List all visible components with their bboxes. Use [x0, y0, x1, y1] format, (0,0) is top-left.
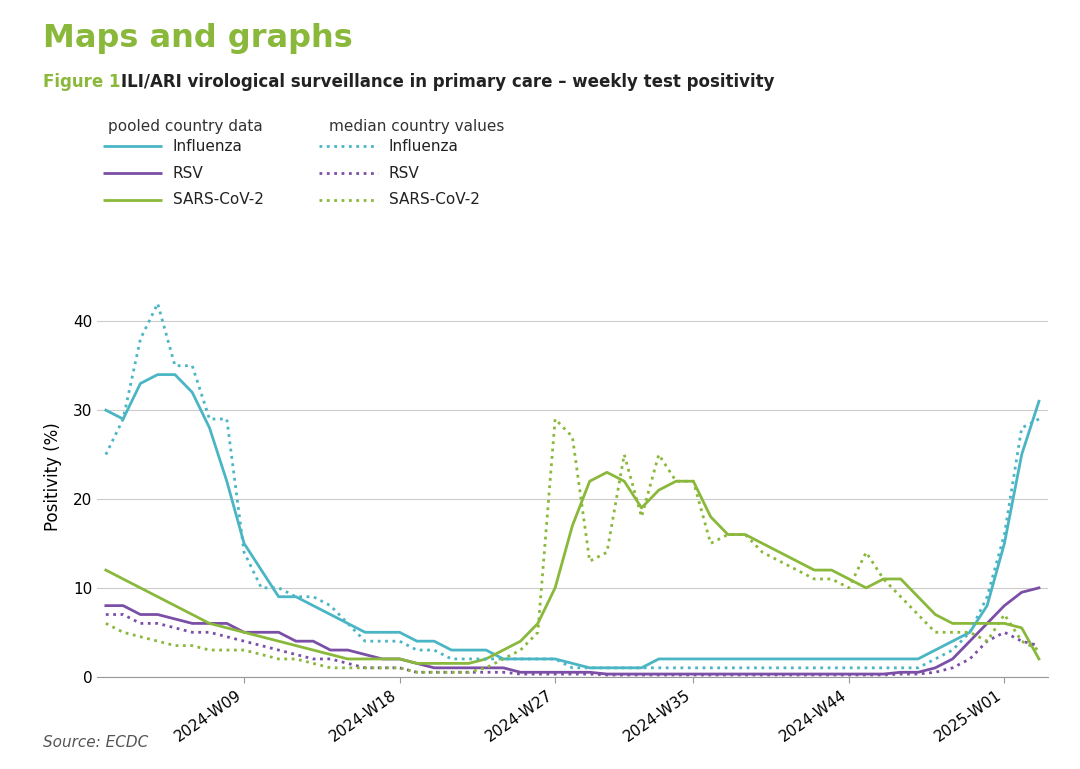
Text: Source: ECDC: Source: ECDC [43, 734, 148, 750]
Text: median country values: median country values [329, 119, 504, 135]
Text: SARS-CoV-2: SARS-CoV-2 [389, 192, 480, 208]
Text: RSV: RSV [173, 165, 203, 181]
Text: SARS-CoV-2: SARS-CoV-2 [173, 192, 264, 208]
Y-axis label: Positivity (%): Positivity (%) [44, 422, 62, 531]
Text: Maps and graphs: Maps and graphs [43, 23, 353, 54]
Text: pooled country data: pooled country data [108, 119, 262, 135]
Text: ILI/ARI virological surveillance in primary care – weekly test positivity: ILI/ARI virological surveillance in prim… [121, 73, 774, 91]
Text: Influenza: Influenza [173, 138, 243, 154]
Text: Influenza: Influenza [389, 138, 459, 154]
Text: RSV: RSV [389, 165, 419, 181]
Text: Figure 1.: Figure 1. [43, 73, 133, 91]
